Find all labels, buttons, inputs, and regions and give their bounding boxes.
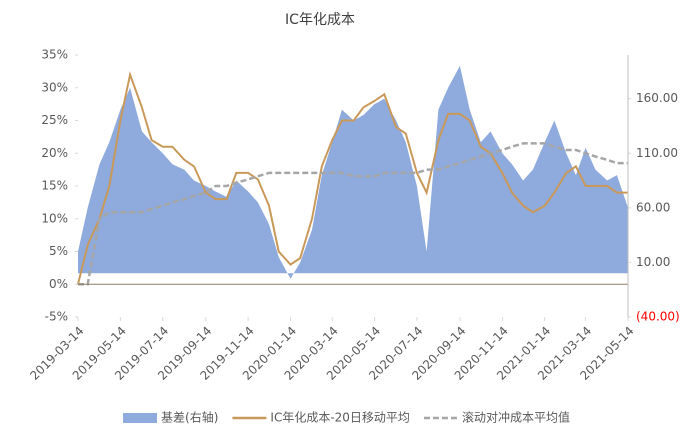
area	[78, 65, 628, 279]
y-tick-label: 30%	[41, 80, 68, 94]
y2-tick-label: 60.00	[636, 200, 670, 214]
chart-title: IC年化成本	[285, 12, 355, 28]
y-tick-label: 20%	[41, 146, 68, 160]
line	[77, 70, 628, 285]
legend-swatch	[123, 413, 158, 423]
y-tick-label: 25%	[41, 113, 68, 127]
legend-label: 滚动对冲成本平均值	[462, 410, 570, 425]
y-tick-label: 35%	[41, 48, 68, 62]
y2-tick-label: 10.00	[636, 255, 670, 269]
y-tick-label: 5%	[49, 244, 68, 258]
y-tick-label: 15%	[41, 179, 68, 193]
y-tick-label: -5%	[45, 310, 68, 324]
legend-label: IC年化成本-20日移动平均	[270, 411, 410, 425]
y-tick-label: 0%	[49, 277, 68, 291]
y2-tick-label: 160.00	[636, 91, 678, 105]
y2-tick-label: 110.00	[636, 146, 678, 160]
legend-label: 基差(右轴)	[161, 410, 218, 425]
dashed-line	[78, 142, 628, 286]
y2-tick-label: (40.00)	[636, 310, 680, 324]
y-tick-label: 10%	[41, 211, 68, 225]
legend: 基差(右轴) IC年化成本-20日移动平均 滚动对冲成本平均值	[123, 410, 570, 425]
